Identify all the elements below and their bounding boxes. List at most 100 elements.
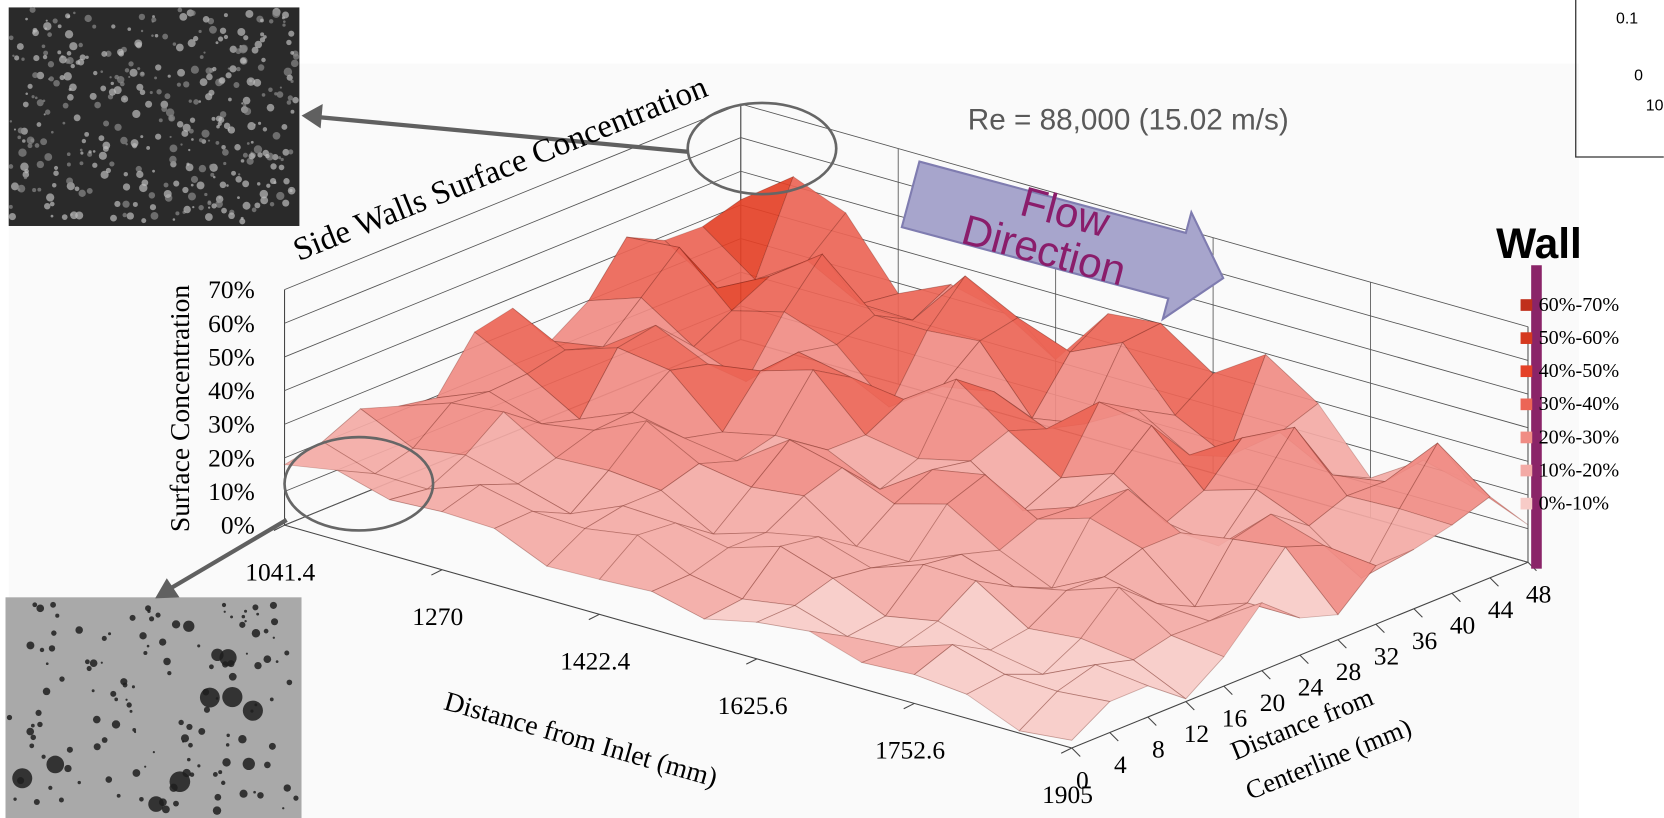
- texture-dot: [14, 55, 19, 60]
- texture-dot: [197, 181, 205, 189]
- texture-dot: [14, 128, 16, 130]
- texture-dot: [22, 139, 26, 143]
- texture-dot: [59, 676, 64, 681]
- texture-dot: [152, 170, 155, 173]
- texture-dot: [237, 196, 240, 199]
- x-tick-label: 1041.4: [245, 557, 315, 586]
- texture-dot: [220, 28, 226, 34]
- texture-dot: [177, 69, 185, 77]
- texture-dot: [121, 95, 128, 102]
- texture-dot: [170, 144, 178, 152]
- z-tick-label: 50%: [208, 342, 255, 371]
- texture-dot: [149, 192, 155, 198]
- y-tick-label: 36: [1412, 626, 1437, 655]
- texture-dot: [243, 35, 248, 40]
- texture-dot: [176, 44, 184, 52]
- texture-dot: [284, 651, 289, 656]
- texture-dot: [80, 149, 83, 152]
- texture-dot: [267, 104, 275, 112]
- texture-dot: [283, 178, 289, 184]
- texture-dot: [147, 610, 150, 613]
- texture-dot: [167, 671, 171, 675]
- texture-dot: [212, 67, 216, 71]
- texture-dot: [193, 99, 199, 105]
- texture-dot: [114, 698, 118, 702]
- texture-dot: [213, 772, 218, 777]
- texture-dot: [228, 126, 235, 133]
- texture-dot: [178, 8, 183, 13]
- texture-dot: [75, 186, 80, 191]
- texture-dot: [192, 206, 194, 208]
- texture-dot: [130, 710, 133, 713]
- texture-dot: [145, 101, 152, 108]
- texture-dot: [251, 141, 254, 144]
- texture-dot: [88, 150, 91, 153]
- legend-title: Wall: [1496, 220, 1582, 267]
- texture-dot: [243, 153, 248, 158]
- texture-dot: [117, 76, 124, 83]
- texture-dot: [152, 20, 154, 22]
- texture-dot: [282, 16, 285, 19]
- y-tick-label: 48: [1526, 580, 1551, 609]
- y-tick-label: 0: [1076, 765, 1089, 794]
- texture-dot: [25, 18, 28, 21]
- texture-dot: [170, 136, 172, 138]
- texture-dot: [123, 683, 128, 688]
- texture-dot: [270, 163, 276, 169]
- texture-dot: [140, 72, 145, 77]
- texture-dot: [94, 743, 101, 750]
- texture-dot: [188, 743, 193, 748]
- texture-dot: [180, 143, 182, 145]
- texture-dot: [90, 93, 97, 100]
- texture-dot: [287, 100, 292, 105]
- texture-dot: [139, 632, 146, 639]
- texture-dot: [224, 611, 226, 613]
- texture-dot: [186, 163, 189, 166]
- texture-dot: [31, 724, 35, 728]
- texture-dot: [254, 662, 261, 669]
- texture-dot: [203, 689, 210, 696]
- texture-dot: [173, 42, 176, 45]
- texture-dot: [54, 166, 58, 170]
- texture-dot: [32, 95, 35, 98]
- z-tick-label: 70%: [208, 275, 255, 304]
- texture-dot: [197, 764, 200, 767]
- texture-dot: [34, 799, 40, 805]
- texture-dot: [43, 55, 47, 59]
- y-tick-label: 12: [1184, 719, 1209, 748]
- texture-dot: [262, 93, 266, 97]
- texture-dot: [94, 102, 101, 109]
- texture-dot: [30, 735, 36, 741]
- y-tick-label: 16: [1222, 703, 1247, 732]
- texture-dot: [7, 715, 12, 720]
- texture-dot: [101, 51, 107, 57]
- texture-dot: [273, 132, 281, 140]
- texture-dot: [216, 116, 222, 122]
- texture-dot: [222, 687, 242, 707]
- texture-dot: [226, 734, 229, 737]
- texture-dot: [183, 621, 194, 632]
- texture-dot: [252, 208, 257, 213]
- texture-dot: [191, 176, 198, 183]
- texture-dot: [29, 743, 34, 748]
- texture-dot: [35, 97, 38, 100]
- micrograph-top: [9, 7, 300, 226]
- texture-dot: [216, 697, 219, 700]
- texture-dot: [37, 161, 44, 168]
- texture-dot: [253, 79, 261, 87]
- texture-dot: [209, 664, 214, 669]
- texture-dot: [67, 15, 70, 18]
- texture-dot: [282, 200, 289, 207]
- texture-dot: [206, 74, 213, 81]
- texture-dot: [233, 82, 239, 88]
- texture-dot: [60, 75, 65, 80]
- texture-dot: [264, 198, 268, 202]
- texture-dot: [48, 78, 50, 80]
- texture-dot: [270, 178, 276, 184]
- texture-dot: [110, 215, 117, 222]
- texture-dot: [101, 171, 109, 179]
- texture-dot: [136, 171, 143, 178]
- texture-dot: [187, 758, 191, 762]
- texture-dot: [182, 187, 188, 193]
- texture-dot: [41, 755, 45, 759]
